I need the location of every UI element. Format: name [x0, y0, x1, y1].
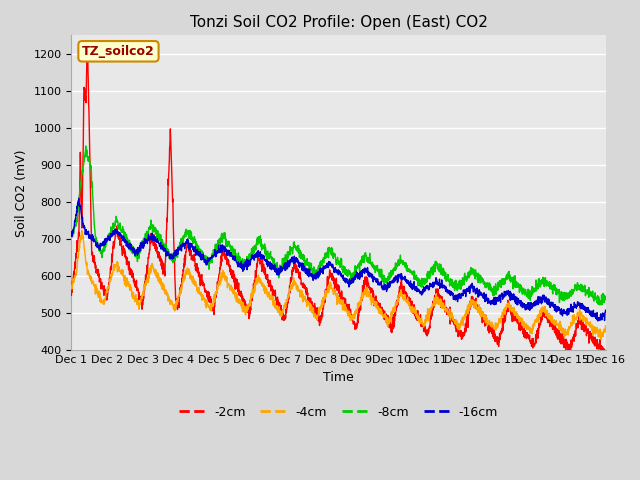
Title: Tonzi Soil CO2 Profile: Open (East) CO2: Tonzi Soil CO2 Profile: Open (East) CO2 — [189, 15, 488, 30]
Y-axis label: Soil CO2 (mV): Soil CO2 (mV) — [15, 149, 28, 237]
Legend: -2cm, -4cm, -8cm, -16cm: -2cm, -4cm, -8cm, -16cm — [174, 401, 503, 424]
X-axis label: Time: Time — [323, 371, 354, 384]
Text: TZ_soilco2: TZ_soilco2 — [82, 45, 155, 58]
